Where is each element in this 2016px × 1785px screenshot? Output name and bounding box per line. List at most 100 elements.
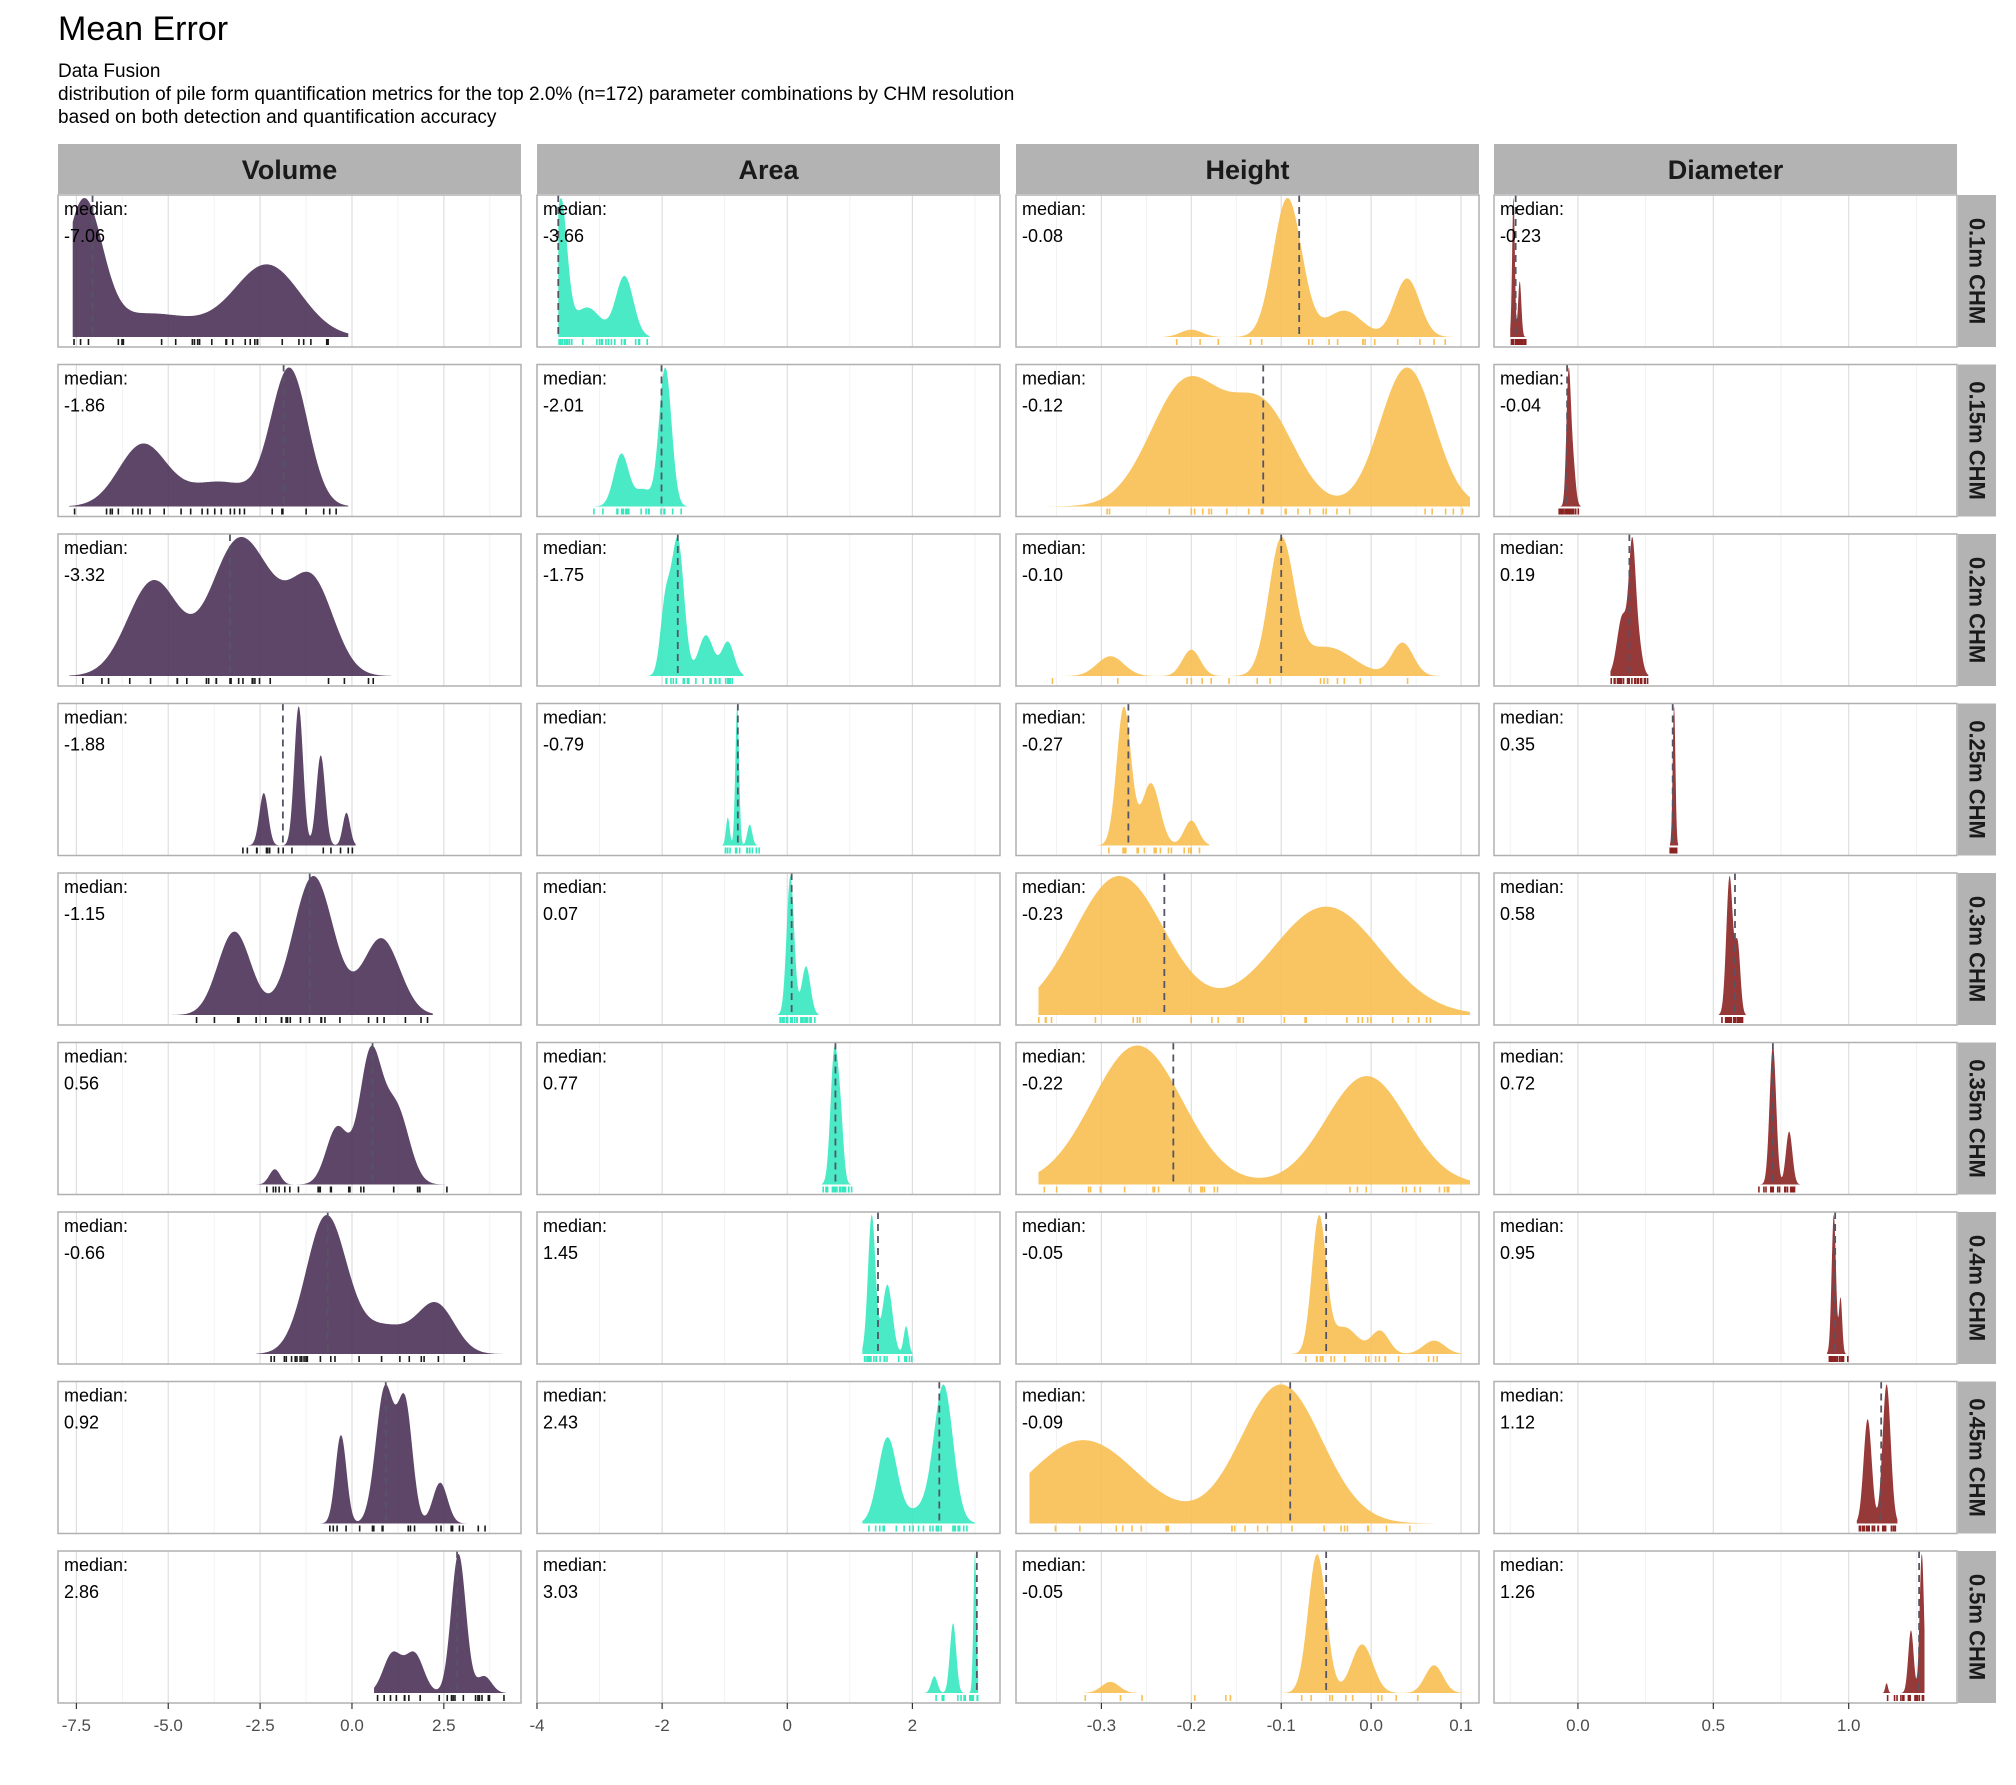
median-value: 0.77 <box>543 1074 578 1094</box>
panel-border <box>1015 702 1480 857</box>
x-tick-label: -4 <box>529 1716 544 1735</box>
median-label: median: <box>1022 1216 1086 1236</box>
median-label: median: <box>543 199 607 219</box>
median-value: -0.23 <box>1022 904 1063 924</box>
median-value: 0.92 <box>64 1413 99 1433</box>
median-label: median: <box>543 369 607 389</box>
x-tick-label: 0 <box>783 1716 792 1735</box>
density-height <box>1281 1215 1462 1354</box>
median-label: median: <box>64 1216 128 1236</box>
median-value: 0.95 <box>1500 1243 1535 1263</box>
median-value: 0.35 <box>1500 735 1535 755</box>
density-volume <box>256 1215 503 1354</box>
x-tick-label: -5.0 <box>154 1716 183 1735</box>
median-label: median: <box>1022 708 1086 728</box>
density-height <box>1074 706 1210 846</box>
panel-background <box>1494 1212 1957 1364</box>
median-value: -0.05 <box>1022 1243 1063 1263</box>
median-label: median: <box>1500 1047 1564 1067</box>
chart-title: Mean Error <box>58 10 229 48</box>
density-height <box>1038 1045 1471 1185</box>
row-strip-label: 0.4m CHM <box>1965 1235 1990 1341</box>
panel-background <box>1494 534 1957 686</box>
row-strip-label: 0.35m CHM <box>1965 1059 1990 1178</box>
density-diameter <box>1827 1215 1849 1354</box>
panel-border <box>536 1211 1001 1365</box>
density-area <box>821 1045 853 1185</box>
panel-border <box>57 194 522 348</box>
panel-border <box>536 1041 1001 1196</box>
row-strip-label: 0.15m CHM <box>1965 381 1990 500</box>
panel-border <box>1015 1380 1480 1535</box>
median-label: median: <box>1022 877 1086 897</box>
median-label: median: <box>1500 199 1564 219</box>
median-label: median: <box>64 708 128 728</box>
panel-border <box>536 702 1001 857</box>
median-value: -1.15 <box>64 904 105 924</box>
median-label: median: <box>543 538 607 558</box>
panel-border <box>1015 1550 1480 1704</box>
density-area <box>862 1215 913 1354</box>
column-header-height <box>1016 144 1479 194</box>
median-label: median: <box>1022 1047 1086 1067</box>
chart-subtitle: Data Fusion distribution of pile form qu… <box>58 60 1014 129</box>
median-value: -0.04 <box>1500 396 1541 416</box>
panel-border <box>57 872 522 1026</box>
density-volume <box>168 876 433 1015</box>
median-label: median: <box>1500 1216 1564 1236</box>
panel-border <box>1015 533 1480 687</box>
median-label: median: <box>1500 1555 1564 1575</box>
column-header-label: Area <box>738 155 799 185</box>
panel-border <box>1493 872 1958 1026</box>
median-value: -0.23 <box>1500 226 1541 246</box>
median-value: 1.45 <box>543 1243 578 1263</box>
median-value: -2.01 <box>543 396 584 416</box>
median-value: -0.09 <box>1022 1413 1063 1433</box>
median-value: 2.43 <box>543 1413 578 1433</box>
row-strip-label: 0.25m CHM <box>1965 720 1990 839</box>
panel-border <box>1493 1041 1958 1196</box>
row-strip-3 <box>1958 534 1996 686</box>
panel-border <box>1493 1550 1958 1704</box>
density-volume <box>72 198 349 337</box>
density-volume <box>230 706 356 846</box>
panel-border <box>536 872 1001 1026</box>
x-tick-label: 0.0 <box>340 1716 364 1735</box>
row-strip-7 <box>1958 1212 1996 1364</box>
row-strip-label: 0.2m CHM <box>1965 557 1990 663</box>
panel-border <box>536 533 1001 687</box>
row-strip-9 <box>1958 1551 1996 1703</box>
median-value: 0.56 <box>64 1074 99 1094</box>
median-value: -1.86 <box>64 396 105 416</box>
density-volume <box>374 1554 507 1693</box>
median-label: median: <box>543 708 607 728</box>
column-header-label: Height <box>1206 155 1290 185</box>
panel-border <box>57 1550 522 1704</box>
column-header-area <box>537 144 1000 194</box>
median-value: -0.79 <box>543 735 584 755</box>
panel-border <box>57 533 522 687</box>
panel-border <box>536 194 1001 348</box>
median-value: 3.03 <box>543 1582 578 1602</box>
density-area <box>924 1554 979 1693</box>
density-height <box>1164 198 1466 337</box>
panel-border <box>57 702 522 857</box>
x-tick-label: 1.0 <box>1837 1716 1861 1735</box>
density-volume <box>69 367 349 507</box>
x-tick-label: -0.1 <box>1267 1716 1296 1735</box>
panel-border <box>1015 363 1480 518</box>
median-value: 0.07 <box>543 904 578 924</box>
median-value: 1.26 <box>1500 1582 1535 1602</box>
panel-border <box>57 1380 522 1535</box>
row-strip-2 <box>1958 364 1996 517</box>
median-label: median: <box>1500 1386 1564 1406</box>
panel-border <box>1015 1211 1480 1365</box>
panel-background <box>537 873 1000 1025</box>
x-tick-label: -0.2 <box>1177 1716 1206 1735</box>
x-tick-label: 0.1 <box>1449 1716 1473 1735</box>
median-value: -0.12 <box>1022 396 1063 416</box>
median-value: -0.05 <box>1022 1582 1063 1602</box>
median-value: 1.12 <box>1500 1413 1535 1433</box>
median-value: 0.19 <box>1500 565 1535 585</box>
panel-background <box>1494 195 1957 347</box>
